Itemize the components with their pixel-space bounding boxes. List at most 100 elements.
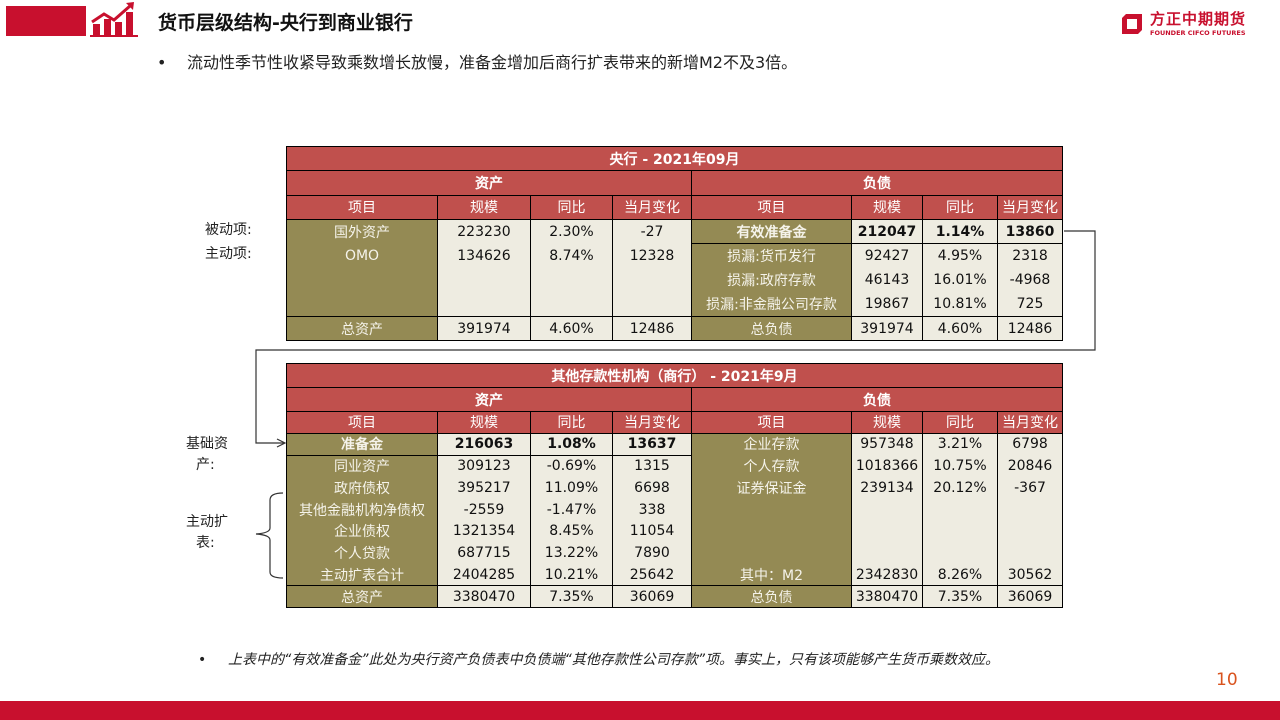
base-asset-label-2: 产: <box>196 457 215 473</box>
cell <box>922 498 998 521</box>
brand-logo: 方正中期期货 FOUNDER CIFCO FUTURES <box>1118 8 1258 38</box>
table-row: 企业债权 1321354 8.45% 11054 <box>286 520 1064 543</box>
cell: 8.74% <box>530 243 613 268</box>
summary-bullet: • 流动性季节性收紧导致乘数增长放慢，准备金增加后商行扩表带来的新增M2不及3倍。 <box>157 53 798 72</box>
cell: 主动扩表合计 <box>286 564 438 586</box>
cell: 4.60% <box>530 316 613 342</box>
table-row: 个人贷款 687715 13.22% 7890 <box>286 542 1064 565</box>
col-item: 项目 <box>286 411 438 434</box>
cell: 国外资产 <box>286 218 438 244</box>
assets-header: 资产 <box>286 387 692 412</box>
cell: 216063 <box>437 432 531 456</box>
base-asset-label-1: 基础资 <box>186 436 228 452</box>
cell: 政府债权 <box>286 476 438 499</box>
footnote: • 上表中的“有效准备金”此处为央行资产负债表中负债端“其他存款性公司存款”项。事… <box>198 645 1078 676</box>
col-size: 规模 <box>437 194 531 220</box>
brand-name-cn: 方正中期期货 <box>1150 10 1247 28</box>
cell: 1.08% <box>530 432 613 456</box>
cell: 11054 <box>612 520 692 543</box>
cell: -2559 <box>437 498 531 521</box>
cell: 7890 <box>612 542 692 565</box>
footnote-text: 上表中的“有效准备金”此处为央行资产负债表中负债端“其他存款性公司存款”项。事实… <box>228 652 1000 668</box>
central-bank-balance-table: 央行 - 2021年09月 资产 负债 项目 规模 同比 当月变化 项目 规模 同比 当月变化… <box>285 145 1064 342</box>
cell: 36069 <box>996 585 1064 609</box>
cell: 46143 <box>851 267 923 293</box>
cell: 391974 <box>851 316 923 342</box>
col-item: 项目 <box>691 194 852 220</box>
cell <box>922 542 998 565</box>
cell: 957348 <box>851 432 923 456</box>
col-yoy: 同比 <box>530 411 613 434</box>
page-title: 货币层级结构-央行到商业银行 <box>158 12 413 34</box>
cell: 总资产 <box>286 316 438 342</box>
cell: 8.45% <box>530 520 613 543</box>
cell: 212047 <box>851 218 923 244</box>
cell <box>851 520 923 543</box>
cell <box>851 498 923 521</box>
page-number: 10 <box>1216 670 1238 690</box>
cell: 3380470 <box>851 585 923 609</box>
col-mom: 当月变化 <box>996 411 1064 434</box>
cell: 395217 <box>437 476 531 499</box>
table-title: 央行 - 2021年09月 <box>285 145 1064 171</box>
cell: 1321354 <box>437 520 531 543</box>
brand-mark-icon <box>1122 14 1142 34</box>
table-title: 其他存款性机构（商行） - 2021年9月 <box>285 363 1064 388</box>
cell <box>996 542 1064 565</box>
cell: 企业债权 <box>286 520 438 543</box>
table-row: 政府债权 395217 11.09% 6698 证券保证金 239134 20.12% -36… <box>286 476 1064 499</box>
cell: 损漏:非金融公司存款 <box>691 292 852 317</box>
commercial-bank-balance-table: 其他存款性机构（商行） - 2021年9月 资产 负债 项目 规模 同比 当月变化 项目… <box>285 363 1064 609</box>
total-row: 总资产 3380470 7.35% 36069 总负债 3380470 7.35% 36069 <box>286 585 1064 609</box>
cell: 20.12% <box>922 476 998 499</box>
footer-bar <box>0 701 1280 720</box>
cell: 1315 <box>612 454 692 477</box>
growth-chart-icon <box>90 0 138 38</box>
column-header-row: 项目 规模 同比 当月变化 项目 规模 同比 当月变化 <box>286 194 1064 220</box>
table-row: 其他金融机构净债权 -2559 -1.47% 338 <box>286 498 1064 521</box>
cell: 损漏:政府存款 <box>691 267 852 293</box>
summary-text: 流动性季节性收紧导致乘数增长放慢，准备金增加后商行扩表带来的新增M2不及3倍。 <box>187 53 798 72</box>
table-row: OMO 134626 8.74% 12328 损漏:货币发行 92427 4.95% 231… <box>286 243 1064 268</box>
table-row: 损漏:政府存款 46143 16.01% -4968 <box>286 267 1064 293</box>
cell: 30562 <box>996 564 1064 586</box>
header-bar <box>6 6 86 36</box>
cell: -1.47% <box>530 498 613 521</box>
arrow-head-icon <box>276 438 287 448</box>
cell <box>851 542 923 565</box>
cell: -4968 <box>996 267 1064 293</box>
cell: 7.35% <box>922 585 998 609</box>
cell: 13637 <box>612 432 692 456</box>
cell: 其中：M2 <box>691 564 852 586</box>
cell: 总负债 <box>691 585 852 609</box>
cell: 11.09% <box>530 476 613 499</box>
cell: 6698 <box>612 476 692 499</box>
cell: 总资产 <box>286 585 438 609</box>
cell: 223230 <box>437 218 531 244</box>
cell: 准备金 <box>286 432 438 456</box>
cell: -27 <box>612 218 692 244</box>
cell: 企业存款 <box>691 432 852 456</box>
cell: 1.14% <box>922 218 998 244</box>
cell: -0.69% <box>530 454 613 477</box>
active-label: 主动项: <box>205 246 252 262</box>
cell <box>996 498 1064 521</box>
cell: 134626 <box>437 243 531 268</box>
cell <box>996 520 1064 543</box>
col-mom: 当月变化 <box>996 194 1064 220</box>
cell: 2.30% <box>530 218 613 244</box>
table-row: 主动扩表合计 2404285 10.21% 25642 其中：M2 2342830 8.26… <box>286 564 1064 586</box>
cell: 个人贷款 <box>286 542 438 565</box>
table-row: 准备金 216063 1.08% 13637 企业存款 957348 3.21% 6798 <box>286 432 1064 456</box>
col-mom: 当月变化 <box>612 194 692 220</box>
brand-name-en: FOUNDER CIFCO FUTURES <box>1150 29 1246 37</box>
cell: 7.35% <box>530 585 613 609</box>
cell: 其他金融机构净债权 <box>286 498 438 521</box>
cell: 309123 <box>437 454 531 477</box>
cell: 损漏:货币发行 <box>691 243 852 268</box>
col-item: 项目 <box>691 411 852 434</box>
cell: 20846 <box>996 455 1064 477</box>
table-row: 同业资产 309123 -0.69% 1315 个人存款 1018366 10.75% 208… <box>286 454 1064 477</box>
total-row: 总资产 391974 4.60% 12486 总负债 391974 4.60% 12486 <box>286 316 1064 342</box>
cell: 12328 <box>612 243 692 268</box>
